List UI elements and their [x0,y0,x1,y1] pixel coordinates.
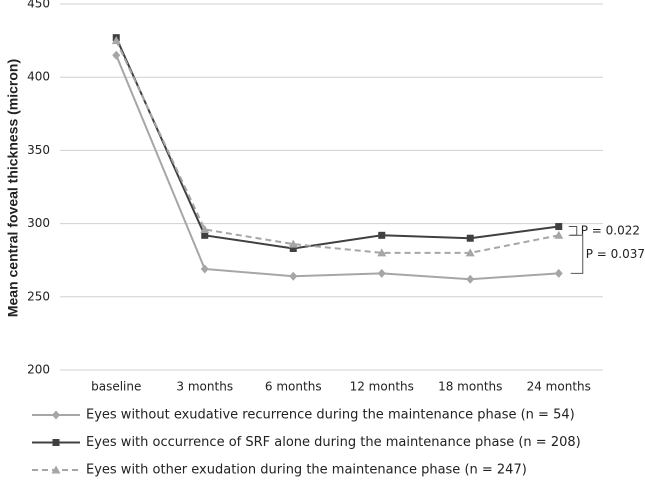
bracket [570,234,584,274]
legend-marker [51,465,61,474]
data-point [288,239,298,248]
y-tick-label: 350 [27,143,50,157]
data-point [377,248,387,257]
x-tick-label: 24 months [527,380,591,394]
data-point [111,36,121,45]
x-tick-label: 6 months [265,380,322,394]
data-point [554,268,563,278]
data-point [289,244,297,252]
y-tick-label: 250 [27,289,50,303]
series-line [115,54,559,281]
y-tick-label: 200 [27,363,50,377]
series-line [115,37,559,250]
data-point [201,231,209,239]
data-point [554,230,564,239]
data-point [466,274,475,284]
data-point [555,223,563,231]
data-point [378,231,386,239]
legend-marker [52,410,60,420]
data-point [289,271,298,281]
data-point [112,50,121,60]
y-axis-label: Mean central foveal thickness (micron) [5,59,21,317]
data-point [466,234,474,242]
legend-label: Eyes without exudative recurrence during… [86,408,575,423]
x-tick-label: baseline [91,380,141,394]
y-tick-label: 400 [27,70,50,84]
y-tick-label: 450 [27,0,50,11]
data-point [377,268,386,278]
annotation: P = 0.037 [586,247,645,261]
legend-marker [52,439,60,446]
x-tick-label: 3 months [176,380,233,394]
legend-label: Eyes with other exudation during the mai… [86,463,527,478]
annotation: P = 0.022 [581,223,640,237]
data-point [465,248,475,257]
x-tick-label: 18 months [438,380,502,394]
x-tick-label: 12 months [350,380,414,394]
y-tick-label: 300 [27,216,50,230]
legend-label: Eyes with occurrence of SRF alone during… [86,435,581,450]
series-line [115,40,559,254]
data-point [200,264,209,274]
bracket [568,226,578,236]
data-point [200,224,210,233]
